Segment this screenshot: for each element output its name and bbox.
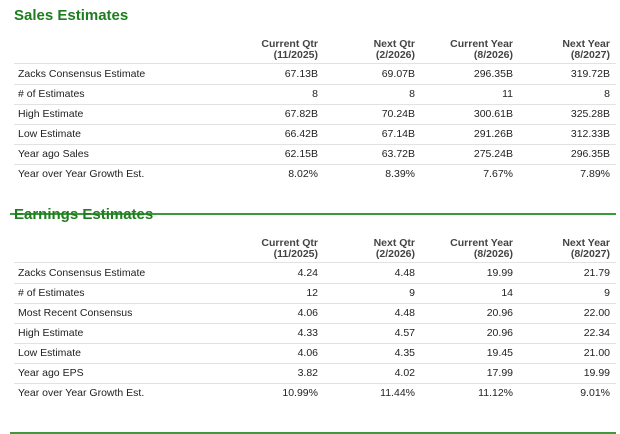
cell-value: 4.48 bbox=[394, 307, 415, 319]
cell-value: 9 bbox=[409, 287, 415, 299]
header-divider bbox=[14, 63, 616, 64]
cell-value: 17.99 bbox=[486, 367, 513, 379]
row-divider bbox=[14, 144, 616, 145]
row-label: High Estimate bbox=[18, 108, 84, 120]
cell-value: 19.99 bbox=[583, 367, 610, 379]
cell-value: 22.00 bbox=[583, 307, 610, 319]
row-label: Low Estimate bbox=[18, 347, 82, 359]
row-divider bbox=[14, 363, 616, 364]
cell-value: 296.35B bbox=[570, 148, 610, 160]
cell-value: 9 bbox=[604, 287, 610, 299]
column-label: Next Qtr bbox=[373, 237, 415, 249]
cell-value: 4.35 bbox=[394, 347, 415, 359]
row-label: Zacks Consensus Estimate bbox=[18, 68, 146, 80]
cell-value: 3.82 bbox=[297, 367, 318, 379]
row-label: # of Estimates bbox=[18, 88, 85, 100]
row-divider bbox=[14, 84, 616, 85]
column-period: (8/2027) bbox=[570, 248, 610, 260]
column-label: Next Qtr bbox=[373, 38, 415, 50]
header-divider bbox=[14, 262, 616, 263]
cell-value: 8.02% bbox=[288, 168, 318, 180]
row-label: Most Recent Consensus bbox=[18, 307, 133, 319]
cell-value: 69.07B bbox=[381, 68, 415, 80]
row-divider bbox=[14, 343, 616, 344]
row-divider bbox=[14, 303, 616, 304]
cell-value: 66.42B bbox=[284, 128, 318, 140]
section-rule bbox=[10, 213, 616, 215]
column-label: Next Year bbox=[562, 38, 610, 50]
row-label: Year ago Sales bbox=[18, 148, 89, 160]
column-period: (8/2027) bbox=[570, 49, 610, 61]
row-label: Year over Year Growth Est. bbox=[18, 387, 145, 399]
cell-value: 10.99% bbox=[282, 387, 318, 399]
row-label: Year ago EPS bbox=[18, 367, 84, 379]
cell-value: 20.96 bbox=[486, 307, 513, 319]
cell-value: 11.44% bbox=[380, 387, 415, 399]
cell-value: 11.12% bbox=[478, 387, 513, 399]
cell-value: 319.72B bbox=[570, 68, 610, 80]
cell-value: 67.13B bbox=[284, 68, 318, 80]
cell-value: 14 bbox=[501, 287, 513, 299]
row-label: Zacks Consensus Estimate bbox=[18, 267, 146, 279]
cell-value: 325.28B bbox=[570, 108, 610, 120]
row-label: Low Estimate bbox=[18, 128, 82, 140]
cell-value: 4.33 bbox=[297, 327, 318, 339]
cell-value: 9.01% bbox=[580, 387, 610, 399]
row-divider bbox=[14, 104, 616, 105]
column-label: Next Year bbox=[562, 237, 610, 249]
row-divider bbox=[14, 124, 616, 125]
cell-value: 19.45 bbox=[486, 347, 513, 359]
section-title: Sales Estimates bbox=[14, 7, 129, 24]
cell-value: 4.24 bbox=[297, 267, 318, 279]
row-label: Year over Year Growth Est. bbox=[18, 168, 145, 180]
row-label: # of Estimates bbox=[18, 287, 85, 299]
cell-value: 312.33B bbox=[570, 128, 610, 140]
cell-value: 8.39% bbox=[385, 168, 415, 180]
page: Sales Estimates Current Qtr (11/2025) Next … bbox=[10, 7, 616, 434]
cell-value: 63.72B bbox=[381, 148, 415, 160]
cell-value: 22.34 bbox=[583, 327, 610, 339]
cell-value: 8 bbox=[409, 88, 415, 100]
cell-value: 19.99 bbox=[486, 267, 513, 279]
cell-value: 4.57 bbox=[394, 327, 415, 339]
column-label: Current Year bbox=[450, 38, 513, 50]
cell-value: 4.06 bbox=[297, 307, 318, 319]
cell-value: 67.14B bbox=[381, 128, 415, 140]
column-label: Current Qtr bbox=[261, 38, 318, 50]
cell-value: 8 bbox=[604, 88, 610, 100]
cell-value: 4.02 bbox=[394, 367, 415, 379]
cell-value: 296.35B bbox=[473, 68, 513, 80]
column-period: (8/2026) bbox=[473, 49, 513, 61]
column-period: (11/2025) bbox=[273, 49, 318, 61]
cell-value: 62.15B bbox=[284, 148, 318, 160]
section-title: Earnings Estimates bbox=[14, 206, 154, 223]
cell-value: 21.00 bbox=[583, 347, 610, 359]
row-label: High Estimate bbox=[18, 327, 84, 339]
column-period: (8/2026) bbox=[473, 248, 513, 260]
column-period: (2/2026) bbox=[375, 49, 415, 61]
column-label: Current Qtr bbox=[261, 237, 318, 249]
row-divider bbox=[14, 323, 616, 324]
cell-value: 11 bbox=[502, 88, 513, 100]
column-label: Current Year bbox=[450, 237, 513, 249]
row-divider bbox=[14, 164, 616, 165]
cell-value: 4.06 bbox=[297, 347, 318, 359]
cell-value: 7.89% bbox=[580, 168, 610, 180]
cell-value: 275.24B bbox=[473, 148, 513, 160]
cell-value: 21.79 bbox=[583, 267, 610, 279]
cell-value: 300.61B bbox=[473, 108, 513, 120]
cell-value: 12 bbox=[306, 287, 318, 299]
column-period: (11/2025) bbox=[273, 248, 318, 260]
cell-value: 4.48 bbox=[394, 267, 415, 279]
cell-value: 67.82B bbox=[284, 108, 318, 120]
cell-value: 8 bbox=[312, 88, 318, 100]
cell-value: 20.96 bbox=[486, 327, 513, 339]
cell-value: 70.24B bbox=[381, 108, 415, 120]
row-divider bbox=[14, 283, 616, 284]
column-period: (2/2026) bbox=[375, 248, 415, 260]
cell-value: 7.67% bbox=[483, 168, 513, 180]
row-divider bbox=[14, 383, 616, 384]
cell-value: 291.26B bbox=[473, 128, 513, 140]
